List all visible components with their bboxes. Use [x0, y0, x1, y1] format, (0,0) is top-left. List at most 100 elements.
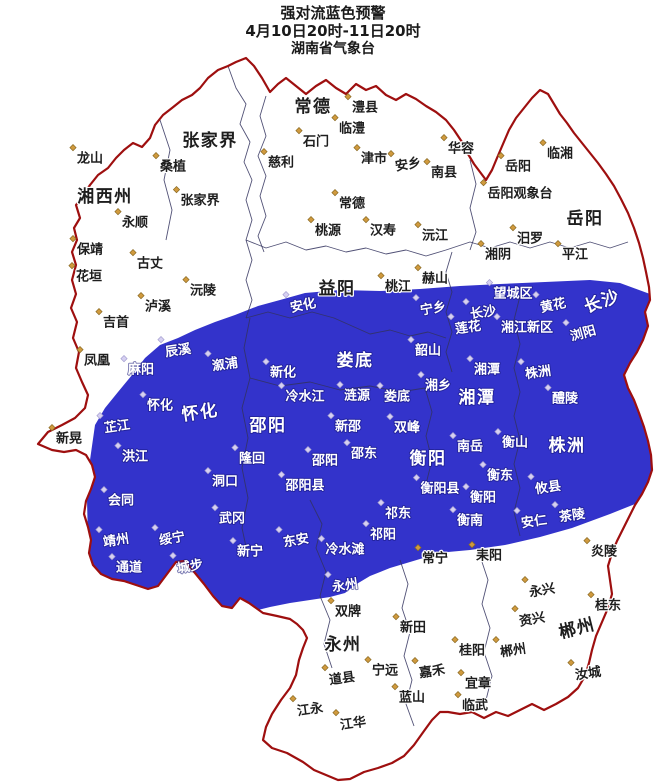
city-dot [391, 682, 399, 691]
map-label-prefecture: 郴州 [557, 614, 598, 643]
internal-boundaries [159, 65, 629, 727]
map-label-county: 凤凰 [84, 354, 110, 369]
city-dot [48, 423, 56, 432]
map-label-county: 祁阳 [370, 527, 396, 543]
city-dot [229, 536, 237, 545]
city-dot [157, 335, 165, 344]
map-label-county: 安化 [289, 295, 318, 316]
map-label-county: 吉首 [103, 315, 129, 331]
city-dot [412, 473, 421, 482]
map-label-county: 邵阳县 [284, 479, 324, 494]
city-dot [295, 126, 303, 135]
map-label-county: 靖州 [102, 531, 130, 550]
map-label-county: 湘江新区 [501, 320, 553, 336]
city-dot [353, 143, 361, 152]
map-label-county: 涟源 [344, 388, 370, 404]
map-label-county: 汉寿 [370, 223, 396, 239]
city-dot [139, 390, 147, 399]
city-dot [477, 239, 485, 248]
map-label-county: 永兴 [527, 580, 556, 600]
city-dot [96, 411, 104, 420]
map-label-county: 郴州 [499, 642, 527, 660]
city-dot [457, 668, 465, 677]
map-label-county: 会同 [108, 493, 134, 509]
map-label-county: 绥宁 [158, 528, 186, 548]
city-dot [277, 381, 286, 390]
city-dot [137, 291, 145, 300]
map-label-county: 道县 [328, 669, 356, 688]
city-dot [468, 540, 476, 549]
city-dot [527, 472, 535, 481]
map-label-county: 邵东 [350, 446, 377, 462]
map-label-county: 安仁 [520, 512, 548, 531]
city-dot [587, 590, 595, 599]
city-dot [277, 470, 286, 479]
map-label-county: 茶陵 [558, 506, 587, 526]
map-label-county: 嘉禾 [417, 662, 447, 682]
city-dot [68, 261, 76, 270]
city-dot [376, 381, 384, 390]
city-dot [511, 604, 519, 613]
city-dot [317, 534, 326, 543]
map-label-county: 永州 [330, 576, 359, 596]
city-dot [492, 635, 500, 644]
map-label-prefecture: 岳阳 [567, 209, 604, 229]
map-label-county: 冷水滩 [325, 542, 364, 558]
map-label-county: 江华 [339, 714, 367, 733]
city-dot [517, 357, 525, 366]
map-label-county: 临澧 [339, 121, 365, 137]
city-dot [509, 223, 517, 232]
map-label-county: 宁远 [372, 663, 398, 679]
city-dot [95, 307, 103, 316]
map-label-county: 双峰 [394, 420, 421, 436]
city-dot [462, 482, 470, 491]
city-dot [336, 380, 344, 389]
city-dot [321, 663, 329, 672]
issuing-agency: 湖南省气象台 [291, 41, 375, 57]
city-dot [324, 570, 332, 579]
map-label-county: 溆浦 [211, 355, 239, 374]
map-label-county: 湘潭 [474, 362, 500, 378]
city-dot [275, 525, 283, 534]
city-dot [172, 185, 181, 194]
map-label-county: 株洲 [524, 363, 552, 382]
city-dot [100, 485, 108, 494]
map-label-county: 韶山 [415, 343, 441, 359]
map-label-county: 东安 [282, 530, 310, 550]
map-label-county: 泸溪 [145, 299, 172, 315]
city-dot [532, 290, 540, 299]
city-dot [454, 690, 462, 699]
city-dot [449, 505, 457, 514]
map-label-county: 岳阳 [505, 160, 531, 175]
city-dot [423, 157, 431, 166]
warning-period: 4月10日20时-11日20时 [245, 22, 421, 40]
map-label-county: 龙山 [77, 151, 103, 167]
map-label-county: 蓝山 [399, 690, 425, 706]
city-dot [485, 278, 494, 287]
map-label-county: 衡东 [487, 468, 513, 484]
map-label-prefecture: 湘潭 [459, 387, 496, 408]
map-label-county: 桃源 [315, 223, 341, 239]
city-dot [307, 215, 315, 224]
city-dot [151, 523, 159, 532]
map-label-county: 辰溪 [164, 341, 193, 361]
map-label-county: 湘乡 [425, 378, 451, 394]
city-dot [447, 312, 455, 321]
city-dot [231, 443, 239, 452]
map-label-prefecture: 湘西州 [77, 186, 133, 207]
map-label-county: 衡山 [502, 435, 528, 451]
city-dot [204, 349, 212, 358]
city-dot [539, 138, 547, 147]
map-label-county: 湘阴 [485, 247, 511, 263]
map-label-county: 城步 [176, 556, 204, 576]
map-label-prefecture: 衡阳 [410, 448, 447, 469]
warning-title: 强对流蓝色预警 [280, 4, 386, 22]
map-label-county: 黄花 [539, 295, 568, 316]
map-label-county: 桂阳 [458, 643, 485, 659]
city-dot [412, 293, 420, 302]
map-label-county: 沅江 [422, 228, 448, 244]
map-label-county: 岳阳观象台 [487, 186, 552, 202]
map-label-county: 保靖 [76, 242, 103, 258]
